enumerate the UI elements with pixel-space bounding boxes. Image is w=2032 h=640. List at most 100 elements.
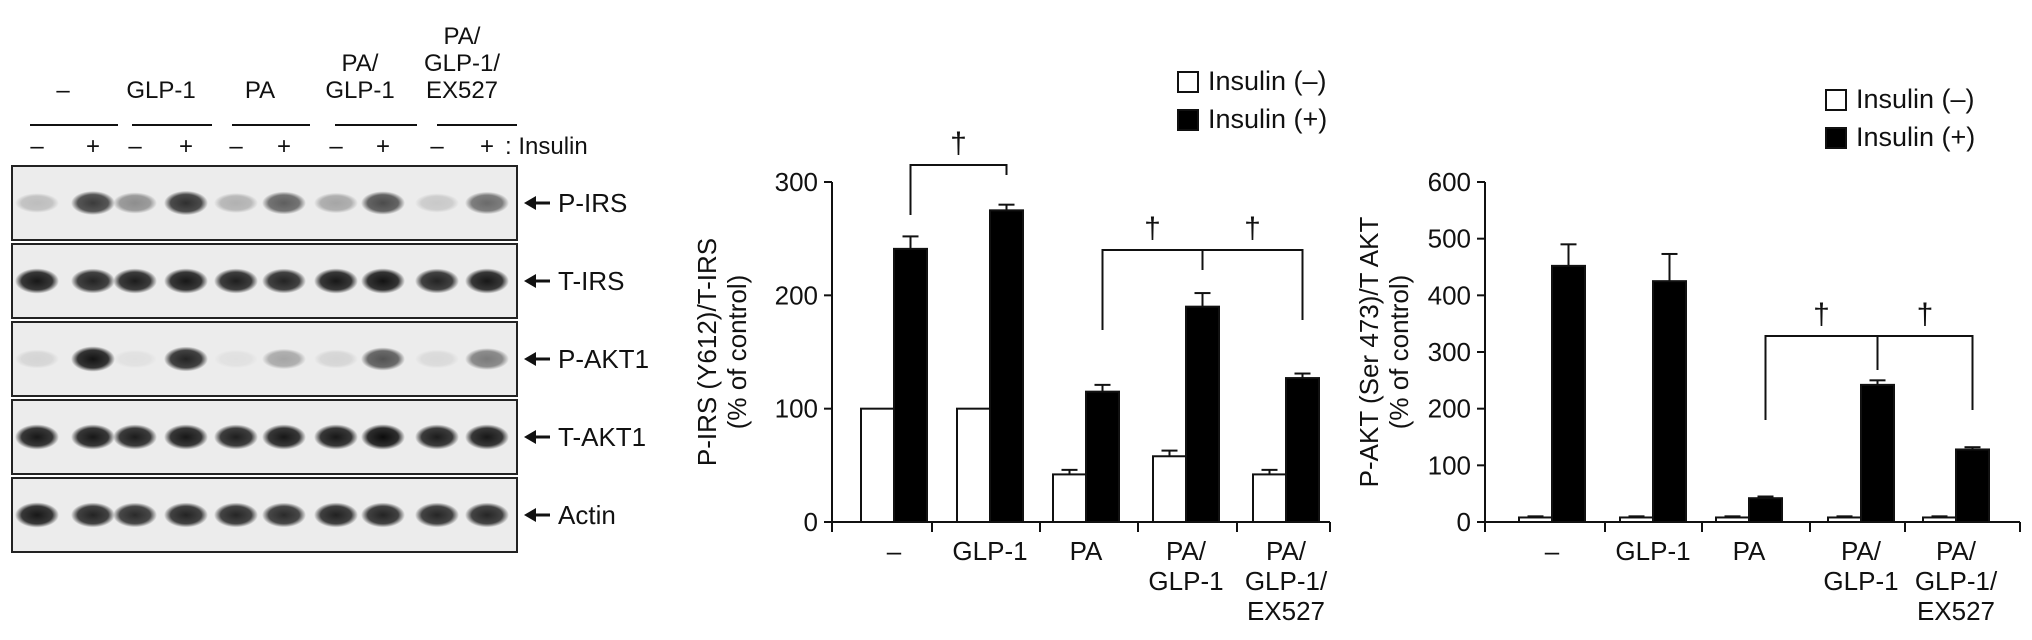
- blot-band: [71, 346, 115, 372]
- y-axis-label-unit: (% of control): [722, 275, 752, 430]
- y-tick-label: 600: [1428, 167, 1471, 197]
- blot-band: [113, 349, 157, 369]
- blot-group-label: PA/: [342, 50, 379, 77]
- blot-band: [71, 424, 115, 450]
- x-category-label: EX527: [1917, 596, 1995, 626]
- blot-band: [214, 268, 258, 294]
- blot-band: [15, 268, 59, 294]
- bar-insulin-plus: [1652, 280, 1687, 523]
- bar-insulin-plus: [1955, 448, 1990, 524]
- legend-label-insulin-minus: Insulin (–): [1208, 66, 1327, 96]
- y-tick-label: 300: [1428, 337, 1471, 367]
- blot-band: [361, 424, 405, 450]
- bar-insulin-minus: [1922, 516, 1957, 524]
- blot-band: [71, 268, 115, 294]
- bar-insulin-plus: [1551, 264, 1586, 523]
- bar-insulin-plus: [989, 209, 1024, 523]
- legend-label-insulin-minus: Insulin (–): [1856, 84, 1975, 114]
- blot-arrow-head: [524, 196, 536, 210]
- blot-band: [214, 502, 258, 528]
- significance-marker: †: [950, 127, 967, 160]
- x-category-label: –: [1545, 536, 1560, 566]
- x-category-label: GLP-1/: [1915, 566, 1998, 596]
- bar-insulin-plus: [1185, 305, 1220, 523]
- bar-insulin-minus: [1518, 516, 1553, 524]
- y-tick-label: 100: [775, 394, 818, 424]
- blot-group-label: GLP-1: [325, 77, 394, 104]
- x-category-label: GLP-1/: [1245, 566, 1328, 596]
- x-category-label: PA/: [1841, 536, 1882, 566]
- blot-band: [113, 268, 157, 294]
- y-tick-label: 0: [1457, 507, 1471, 537]
- x-category-label: –: [887, 536, 902, 566]
- insulin-plus-label: +: [480, 133, 494, 160]
- significance-marker: †: [1917, 298, 1934, 331]
- blot-row-label: Actin: [558, 500, 616, 530]
- x-category-label: GLP-1: [952, 536, 1027, 566]
- blot-band: [113, 502, 157, 528]
- blot-band: [361, 268, 405, 294]
- y-tick-label: 400: [1428, 280, 1471, 310]
- blot-band: [415, 502, 459, 528]
- insulin-minus-label: –: [329, 133, 343, 160]
- y-axis-label: P-IRS (Y612)/T-IRS: [692, 238, 722, 466]
- x-category-label: GLP-1: [1615, 536, 1690, 566]
- legend-label-insulin-plus: Insulin (+): [1856, 122, 1975, 152]
- bar-insulin-minus: [1715, 516, 1750, 524]
- x-category-label: EX527: [1247, 596, 1325, 626]
- insulin-minus-label: –: [128, 133, 142, 160]
- blot-band: [465, 424, 509, 450]
- blot-band: [262, 348, 306, 370]
- blot-group-label: GLP-1/: [424, 50, 500, 77]
- blot-band: [15, 349, 59, 369]
- blot-row-label: P-AKT1: [558, 344, 649, 374]
- insulin-treatment-label: : Insulin: [505, 133, 588, 160]
- bar-insulin-plus: [1860, 383, 1895, 523]
- blot-band: [415, 349, 459, 369]
- significance-bracket: [1201, 249, 1304, 320]
- significance-marker: †: [1813, 298, 1830, 331]
- blot-arrow-head: [524, 274, 536, 288]
- blot-band: [164, 346, 208, 372]
- bar-insulin-minus: [1827, 516, 1862, 524]
- blot-group-label: EX527: [426, 77, 498, 104]
- blot-band: [314, 268, 358, 294]
- significance-marker: †: [1144, 212, 1161, 245]
- blot-band: [314, 424, 358, 450]
- blot-band: [465, 191, 509, 215]
- blot-arrow-head: [524, 430, 536, 444]
- significance-marker: †: [1244, 212, 1261, 245]
- insulin-plus-label: +: [277, 133, 291, 160]
- blot-band: [113, 192, 157, 214]
- x-category-label: PA: [1733, 536, 1766, 566]
- blot-band: [71, 191, 115, 215]
- y-tick-label: 0: [804, 507, 818, 537]
- blot-row-label: T-IRS: [558, 266, 624, 296]
- x-category-label: PA/: [1266, 536, 1307, 566]
- blot-band: [361, 347, 405, 371]
- blot-band: [15, 502, 59, 528]
- blot-band: [415, 193, 459, 213]
- blot-group-label: PA/: [444, 23, 481, 50]
- legend-swatch-insulin-minus: [1177, 71, 1199, 93]
- y-axis-label-unit: (% of control): [1384, 275, 1414, 430]
- y-tick-label: 200: [775, 280, 818, 310]
- blot-band: [262, 191, 306, 215]
- y-tick-label: 200: [1428, 394, 1471, 424]
- insulin-minus-label: –: [430, 133, 444, 160]
- blot-band: [314, 502, 358, 528]
- y-tick-label: 500: [1428, 224, 1471, 254]
- blot-band: [262, 424, 306, 450]
- blot-band: [465, 268, 509, 294]
- blot-band: [465, 348, 509, 370]
- legend-label-insulin-plus: Insulin (+): [1208, 104, 1327, 134]
- blot-row-label: T-AKT1: [558, 422, 646, 452]
- blot-arrow-head: [524, 508, 536, 522]
- blot-band: [15, 424, 59, 450]
- blot-band: [361, 191, 405, 215]
- insulin-minus-label: –: [30, 133, 44, 160]
- blot-band: [262, 268, 306, 294]
